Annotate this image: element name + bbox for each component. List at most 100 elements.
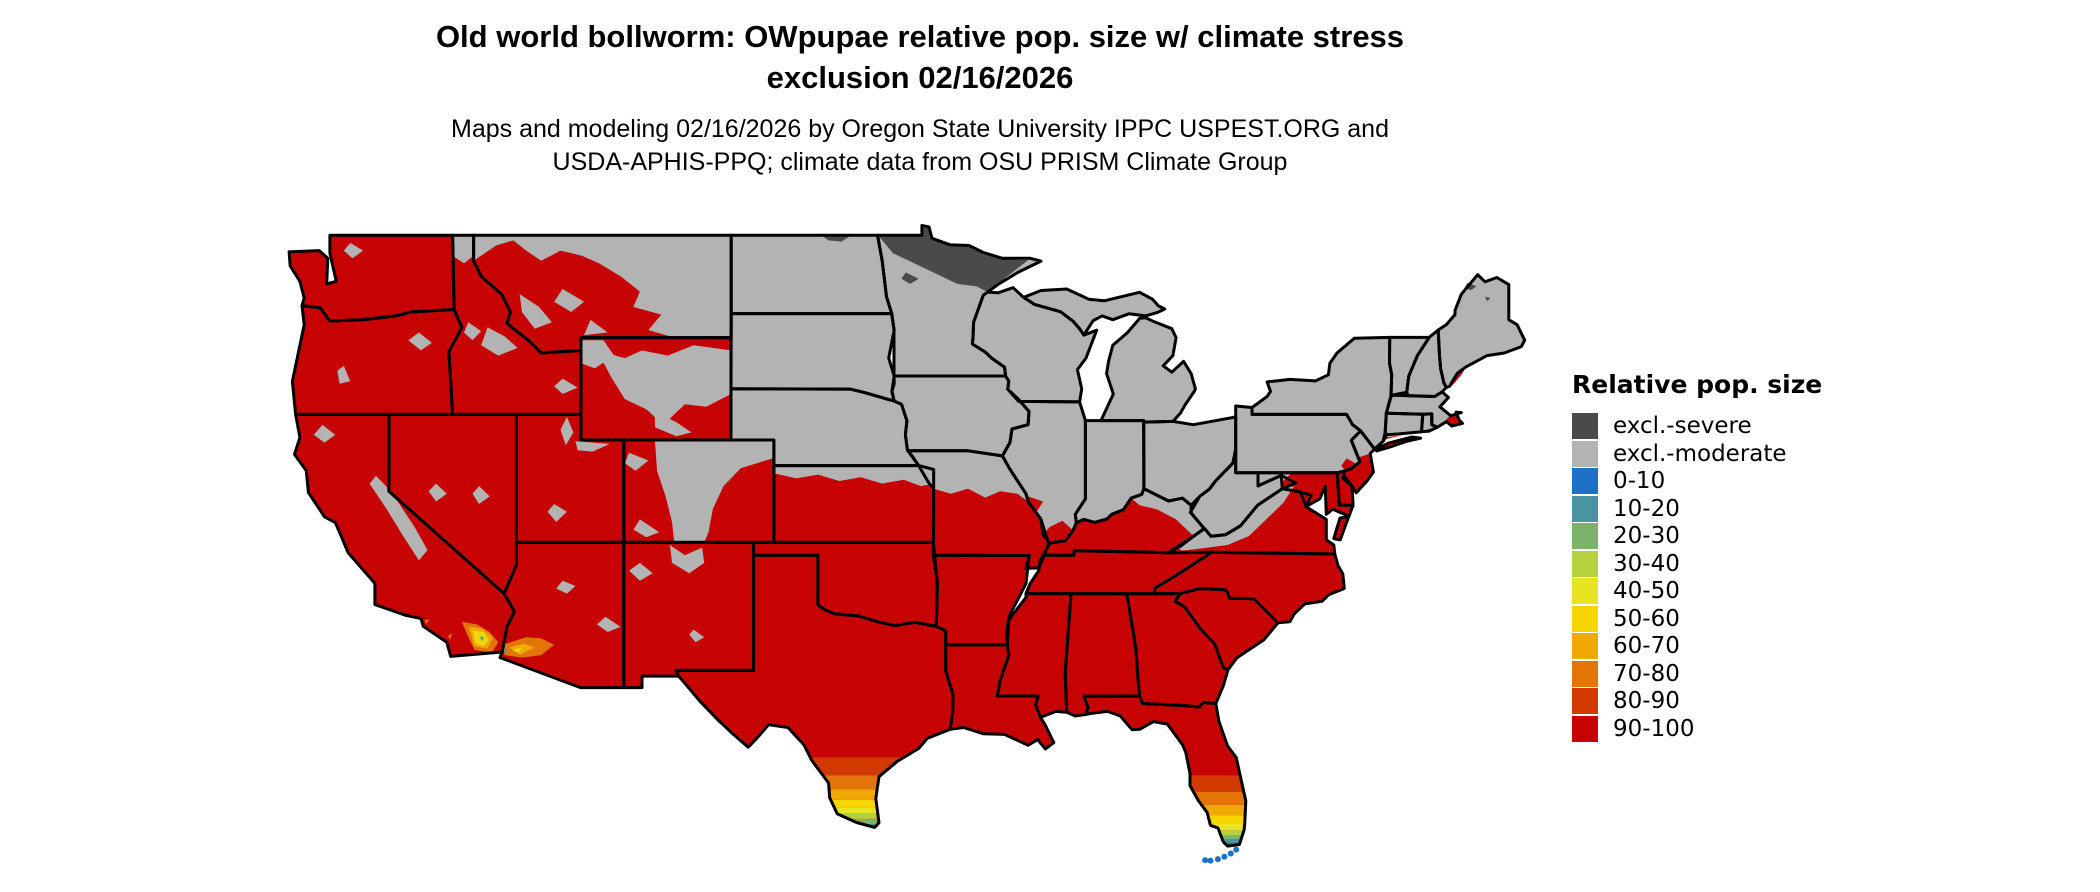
legend-label: excl.-moderate xyxy=(1613,440,1787,467)
florida-keys-dot xyxy=(1214,856,1221,863)
gradient-band-tx xyxy=(675,799,953,808)
severe-exclusion-patch xyxy=(1485,296,1491,302)
legend-item: 70-80 xyxy=(1572,660,1822,687)
terrain-patch xyxy=(597,345,731,425)
legend-swatch xyxy=(1572,495,1598,522)
legend-label: 50-60 xyxy=(1613,605,1680,632)
legend-swatch xyxy=(1572,413,1598,439)
state-borders xyxy=(287,224,1527,848)
legend-swatch xyxy=(1572,660,1598,687)
terrain-patch xyxy=(452,235,474,264)
gradient-band-fl xyxy=(1161,839,1246,844)
terrain-patch xyxy=(575,441,610,452)
terrain-patch xyxy=(428,483,447,502)
heat-spot xyxy=(509,643,535,655)
legend-label: 80-90 xyxy=(1613,688,1680,714)
terrain-patch xyxy=(464,322,482,341)
terrain-patch xyxy=(633,519,660,538)
heat-spot xyxy=(480,636,484,641)
state-ga xyxy=(1126,593,1228,707)
legend-swatch xyxy=(1572,605,1598,632)
florida-keys-dot xyxy=(1227,850,1234,857)
state-de xyxy=(1337,470,1354,506)
terrain-patch xyxy=(313,424,336,443)
legend-item: excl.-moderate xyxy=(1572,440,1822,467)
florida-keys-dot xyxy=(1221,853,1228,860)
figure-title-line1: Old world bollworm: OWpupae relative pop… xyxy=(435,19,1405,54)
terrain-patch xyxy=(669,545,705,574)
state-tn xyxy=(1026,550,1212,594)
terrain-patch xyxy=(408,332,432,351)
state-id xyxy=(448,235,581,415)
state-nc xyxy=(1154,552,1345,623)
state-border-me xyxy=(1436,273,1527,389)
state-al xyxy=(1065,593,1140,716)
gradient-band-fl xyxy=(1161,804,1246,816)
terrain-patch xyxy=(472,486,490,504)
terrain-patch xyxy=(554,289,585,312)
legend-swatch xyxy=(1572,440,1598,467)
legend-swatch xyxy=(1572,523,1598,549)
state-nv xyxy=(388,414,517,594)
legend-item: 90-100 xyxy=(1572,715,1822,742)
terrain-patch xyxy=(773,473,934,543)
state-wv xyxy=(1190,449,1296,537)
terrain-patch xyxy=(481,327,518,356)
state-ml xyxy=(1101,317,1196,423)
terrain-patch xyxy=(654,440,774,543)
state-il xyxy=(1002,398,1086,543)
legend-item: 40-50 xyxy=(1572,578,1822,604)
state-border-fl xyxy=(1082,694,1248,848)
terrain-patch xyxy=(547,504,567,522)
heat-spot xyxy=(447,633,453,640)
legend-item: 20-30 xyxy=(1572,523,1822,549)
terrain-patch xyxy=(629,562,653,581)
state-border-tx xyxy=(674,553,955,829)
legend-label: 90-100 xyxy=(1613,715,1695,742)
state-wa xyxy=(289,235,455,321)
terrain-patch xyxy=(1027,496,1044,512)
terrain-patch xyxy=(580,340,615,369)
state-ms xyxy=(997,593,1071,718)
legend-label: excl.-severe xyxy=(1613,413,1752,439)
heat-spots xyxy=(424,619,555,658)
terrain-patches xyxy=(313,235,1468,643)
state-pa xyxy=(1235,406,1361,473)
legend-swatch xyxy=(1572,578,1598,604)
legend-swatch xyxy=(1572,715,1598,742)
gradient-band-tx xyxy=(675,813,953,819)
legend-swatch xyxy=(1572,550,1598,577)
legend-item: 80-90 xyxy=(1572,688,1822,714)
state-ma xyxy=(1386,391,1463,428)
legend-item: 60-70 xyxy=(1572,633,1822,659)
state-ny xyxy=(1252,337,1392,449)
state-mu xyxy=(1023,289,1165,336)
legend-label: 40-50 xyxy=(1613,578,1680,604)
state-ne xyxy=(731,388,919,466)
state-nd xyxy=(731,235,892,314)
terrain-patch xyxy=(1043,520,1074,543)
terrain-patch xyxy=(689,629,705,643)
heat-spot xyxy=(512,647,522,653)
florida-keys-dot xyxy=(1233,846,1240,853)
terrain-patch xyxy=(933,488,1049,569)
state-ve xyxy=(1333,516,1349,540)
gradient-band-tx xyxy=(675,775,953,790)
florida-keys-dot xyxy=(1207,857,1214,864)
terrain-patch xyxy=(584,319,608,336)
terrain-patch xyxy=(624,452,649,471)
gradient-band-tx xyxy=(675,824,953,828)
terrain-patch xyxy=(560,417,574,446)
state-border-nj xyxy=(1341,429,1376,495)
terrain-patch xyxy=(337,365,351,384)
state-ri xyxy=(1421,413,1438,432)
legend-item: 0-10 xyxy=(1572,468,1822,494)
gradient-bands xyxy=(675,757,1246,847)
severe-exclusion-patch xyxy=(901,272,919,284)
state-border-mu xyxy=(1022,287,1167,337)
state-sc xyxy=(1175,588,1278,670)
legend-label: 60-70 xyxy=(1613,633,1680,659)
legend-item: 50-60 xyxy=(1572,605,1822,632)
legend-items: excl.-severe excl.-moderate 0-10 10-20 20-30… xyxy=(1572,413,1822,742)
map-legend: Relative pop. size excl.-severe excl.-mod… xyxy=(1572,370,1822,742)
